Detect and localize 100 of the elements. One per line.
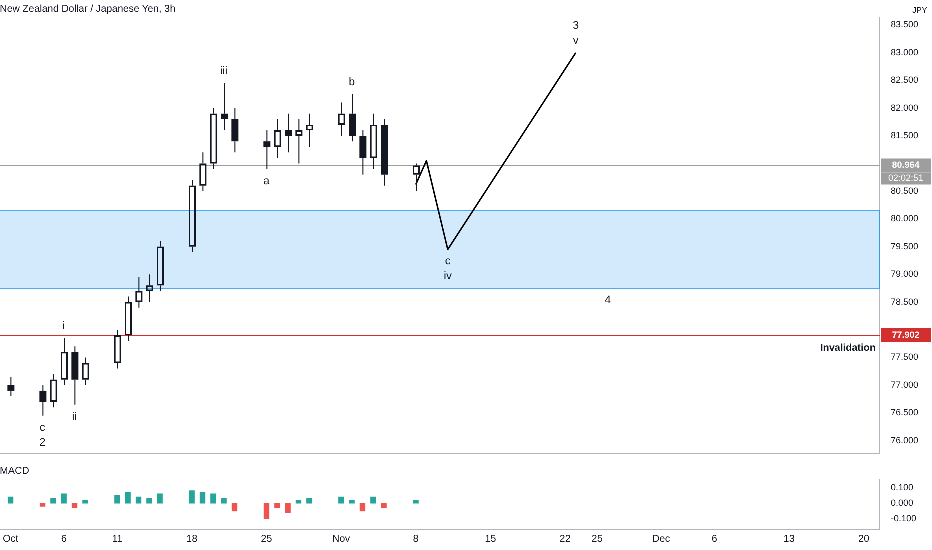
ref-line-label: 77.902: [892, 330, 920, 340]
y-axis-title: JPY: [912, 6, 928, 16]
bar: [210, 494, 216, 504]
x-tick-label: 13: [784, 534, 796, 545]
candlestick: [264, 130, 271, 170]
candlestick: [232, 108, 239, 154]
y-tick-label: 79.000: [891, 269, 919, 280]
x-tick-label: 18: [186, 534, 198, 545]
x-tick-label: 6: [712, 534, 718, 545]
y-tick-label: 78.500: [891, 296, 919, 307]
bar: [264, 503, 270, 520]
x-tick-label: 6: [61, 534, 68, 545]
bar: [306, 498, 312, 504]
x-tick-label: 22: [560, 534, 572, 545]
y-tick-label: 80.000: [891, 214, 919, 224]
bar: [40, 503, 46, 507]
annotation: Invalidation: [820, 343, 876, 354]
bar: [274, 503, 280, 508]
bar: [114, 495, 120, 504]
annotation: c: [40, 422, 46, 434]
bar: [338, 496, 344, 504]
annotation: 2: [40, 436, 46, 449]
bar: [50, 498, 56, 504]
annotation: 3: [572, 20, 580, 32]
bar: [8, 496, 14, 504]
annotation: iv: [444, 270, 452, 283]
x-tick-label: 15: [485, 534, 497, 545]
bar: [125, 492, 131, 504]
y-tick-label: 83.500: [891, 20, 919, 30]
candlestick: [72, 346, 79, 406]
x-tick-label: 11: [112, 534, 124, 545]
candlestick: [210, 108, 218, 170]
candlestick: [285, 113, 292, 154]
candlestick: [61, 338, 68, 386]
candlestick: [360, 130, 367, 176]
annotation: c: [445, 256, 452, 268]
chart-title: MACD: [0, 466, 30, 477]
bar: [232, 503, 238, 512]
bar: [296, 500, 302, 504]
candlestick: [136, 276, 143, 308]
bar: [146, 498, 152, 504]
candlestick: [349, 94, 356, 142]
bar: [381, 503, 387, 508]
bar: [157, 494, 163, 504]
bar: [82, 500, 88, 504]
candlestick: [221, 82, 228, 132]
y-tick-label: 83.000: [891, 47, 919, 58]
bar: [285, 503, 291, 514]
bar: [72, 503, 78, 508]
x-tick-label: Dec: [652, 534, 670, 545]
x-tick-label: 25: [592, 534, 604, 545]
annotation: a: [264, 175, 271, 188]
candlestick: [274, 118, 282, 159]
y-tick-label: -0.100: [891, 514, 917, 524]
bar: [61, 494, 67, 504]
ref-line-label: 80.964: [892, 160, 920, 170]
y-tick-label: 0.000: [891, 498, 914, 508]
candlestick: [157, 240, 164, 292]
x-tick-label: 20: [858, 534, 870, 545]
bar: [189, 490, 195, 504]
candlestick: [50, 374, 58, 408]
annotation: b: [348, 76, 356, 89]
bar: [136, 496, 142, 504]
y-tick-label: 77.500: [891, 352, 919, 362]
candlestick: [146, 274, 154, 303]
x-tick-label: 8: [413, 534, 420, 545]
y-tick-label: 76.000: [891, 435, 919, 446]
candlestick: [40, 384, 47, 416]
y-tick-label: 82.000: [891, 102, 919, 113]
annotation: v: [573, 34, 580, 47]
candlestick: [114, 330, 122, 370]
y-tick-label: 81.500: [891, 130, 919, 141]
candlestick: [338, 102, 346, 137]
candlestick: [381, 118, 388, 186]
x-tick-label: 25: [261, 534, 273, 545]
y-tick-label: 80.500: [891, 186, 919, 196]
bar: [349, 500, 355, 504]
annotation: ii: [72, 410, 78, 423]
bar: [360, 503, 366, 512]
y-tick-label: 82.500: [891, 75, 919, 86]
candlestick: [370, 113, 378, 170]
chart-title: New Zealand Dollar / Japanese Yen, 3h: [0, 4, 176, 15]
candlestick: [125, 296, 132, 342]
bar: [221, 498, 227, 504]
x-tick-label: Oct: [2, 534, 19, 545]
x-tick-label: Nov: [332, 534, 350, 545]
bar: [370, 496, 376, 504]
candlestick: [189, 180, 196, 253]
text: 02:02:51: [888, 173, 924, 184]
annotation: 4: [604, 294, 612, 306]
candlestick: [306, 113, 314, 148]
candlestick: [296, 118, 303, 164]
annotation: i: [62, 320, 66, 332]
y-tick-label: 76.500: [891, 408, 919, 418]
candlestick: [200, 152, 207, 192]
candlestick: [82, 357, 90, 386]
y-tick-label: 77.000: [891, 380, 919, 390]
annotation: iii: [220, 65, 228, 78]
candlestick: [413, 163, 420, 192]
y-tick-label: 0.100: [891, 482, 914, 492]
